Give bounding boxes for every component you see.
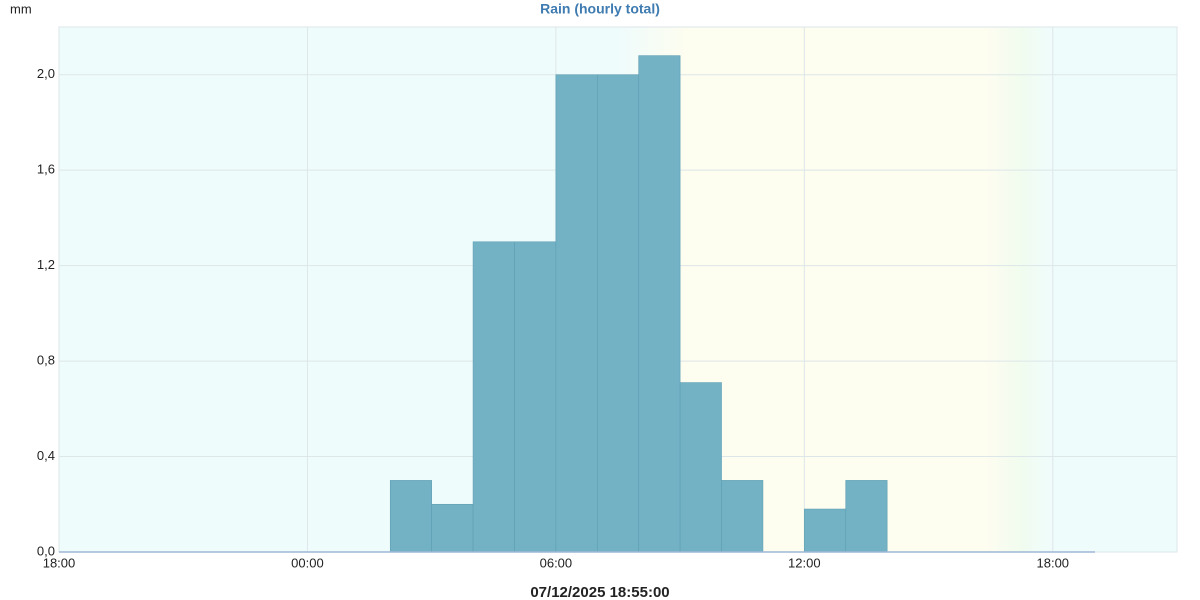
- y-tick-label: 2,0: [37, 66, 55, 81]
- y-axis-unit: mm: [10, 1, 32, 16]
- y-tick-label: 1,2: [37, 257, 55, 272]
- bar: [431, 503, 474, 553]
- bar: [555, 74, 598, 553]
- bar: [596, 74, 640, 553]
- bar: [679, 382, 722, 553]
- bar: [638, 55, 681, 553]
- y-tick-label: 1,6: [37, 162, 55, 177]
- x-tick-label: 06:00: [540, 555, 573, 570]
- x-axis-label: 07/12/2025 18:55:00: [530, 584, 669, 600]
- x-tick-label: 18:00: [43, 555, 76, 570]
- y-tick-label: 0,0: [37, 543, 55, 558]
- x-tick-label: 00:00: [291, 555, 324, 570]
- chart-title: Rain (hourly total): [540, 1, 660, 17]
- bar: [389, 480, 432, 553]
- bar: [804, 508, 847, 553]
- x-tick-label: 18:00: [1037, 555, 1070, 570]
- bar: [514, 241, 557, 553]
- bar: [472, 241, 515, 553]
- y-tick-label: 0,8: [37, 353, 55, 368]
- bar: [721, 480, 764, 553]
- bar: [845, 480, 888, 553]
- x-tick-label: 12:00: [788, 555, 821, 570]
- y-tick-label: 0,4: [37, 448, 55, 463]
